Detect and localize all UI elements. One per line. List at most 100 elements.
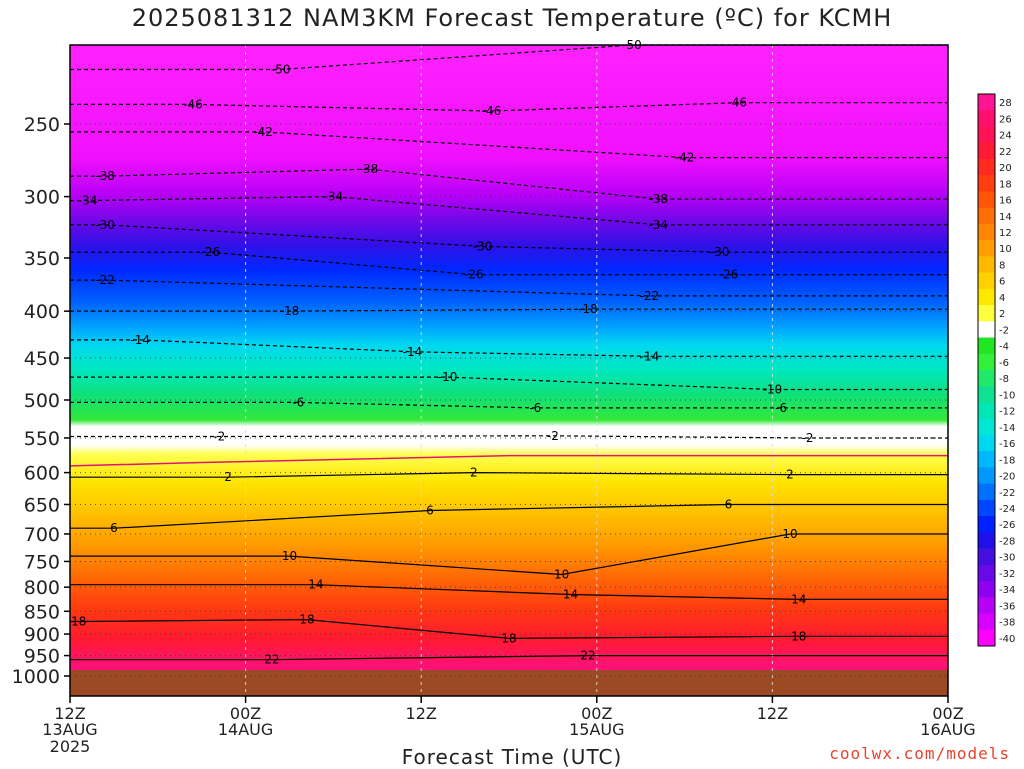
colorbar-swatch <box>978 337 995 355</box>
colorbar: 28 26 24 22 20 18 16 14 12 10 8 6 4 2 -2 -4 -6 -8 -10 -12 -1… <box>977 93 1015 647</box>
contour-label: -38 <box>648 192 668 206</box>
contour-label: -30 <box>95 218 115 232</box>
contour-line <box>70 584 948 600</box>
colorbar-swatch <box>978 126 995 144</box>
contour-label: 6 <box>725 497 733 511</box>
contour-line <box>70 224 948 253</box>
colorbar-label: -22 <box>999 488 1015 499</box>
colorbar-label: 8 <box>999 260 1005 271</box>
contour-label: -26 <box>464 268 484 282</box>
colorbar-swatch <box>978 402 995 420</box>
contour-label: -30 <box>710 245 730 259</box>
contour-label: -42 <box>253 125 273 139</box>
contour-label: -26 <box>201 245 221 259</box>
x-tick-date: 13AUG <box>42 720 97 739</box>
y-tick-label: 400 <box>24 301 60 323</box>
contour-label: -46 <box>183 97 203 111</box>
x-axis-title: Forecast Time (UTC) <box>401 745 623 769</box>
colorbar-swatch <box>978 191 995 209</box>
colorbar-swatch <box>978 240 995 257</box>
colorbar-swatch <box>978 223 995 241</box>
colorbar-swatch <box>978 110 995 127</box>
contour-line <box>70 251 948 276</box>
contour-label: 6 <box>426 504 434 518</box>
chart-title: 2025081312 NAM3KM Forecast Temperature (… <box>131 4 893 32</box>
contour-line <box>70 533 948 576</box>
contour-label: 18 <box>71 614 86 628</box>
colorbar-label: 22 <box>999 147 1012 158</box>
colorbar-swatch <box>978 418 995 436</box>
colorbar-swatch <box>978 581 995 598</box>
colorbar-swatch <box>978 175 995 192</box>
colorbar-swatch <box>978 434 995 452</box>
colorbar-swatch <box>978 597 995 615</box>
contour-line <box>70 503 948 529</box>
contour-label: 10 <box>782 527 797 541</box>
contour-label: -34 <box>324 190 344 204</box>
contour-label: -10 <box>438 370 458 384</box>
contour-label: -34 <box>78 194 98 208</box>
x-tick-date: 16AUG <box>920 720 975 739</box>
x-tick-time: 00Z <box>230 704 261 723</box>
colorbar-swatch <box>978 158 995 176</box>
temperature-field <box>70 45 948 670</box>
colorbar-swatch <box>978 321 995 339</box>
contour-label: -6 <box>529 401 541 415</box>
contour-label: 18 <box>299 613 314 627</box>
x-tick-time: 12Z <box>757 704 788 723</box>
y-tick-label: 900 <box>24 624 60 646</box>
colorbar-label: -40 <box>999 634 1015 645</box>
y-tick-label: 1000 <box>12 666 60 688</box>
contour-line <box>70 168 948 200</box>
contour-label: -22 <box>640 289 660 303</box>
contour-label: -30 <box>473 239 493 253</box>
y-tick-label: 800 <box>24 577 60 599</box>
colorbar-swatch <box>978 483 995 501</box>
colorbar-label: -2 <box>999 325 1009 336</box>
colorbar-label: -34 <box>999 585 1015 596</box>
colorbar-label: -8 <box>999 374 1009 385</box>
y-tick-label: 250 <box>24 114 60 136</box>
contour-label: 10 <box>554 568 569 582</box>
contour-lines <box>69 44 948 661</box>
y-tick-label: 600 <box>24 463 60 485</box>
colorbar-label: -36 <box>999 601 1015 612</box>
colorbar-swatch <box>978 272 995 290</box>
x-tick-time: 00Z <box>932 704 963 723</box>
contour-label: -6 <box>292 395 304 409</box>
y-tick-label: 300 <box>24 187 60 209</box>
contour-line <box>70 376 948 391</box>
contour-line <box>70 655 948 661</box>
colorbar-label: 20 <box>999 163 1012 174</box>
contour-line <box>70 44 948 71</box>
contour-label: 14 <box>791 592 806 606</box>
colorbar-label: -4 <box>999 342 1009 353</box>
contour-label: -2 <box>802 431 814 445</box>
colorbar-label: -30 <box>999 553 1015 564</box>
contour-label: -50 <box>271 62 291 76</box>
contour-label: 2 <box>470 466 478 480</box>
colorbar-swatch <box>978 256 995 274</box>
colorbar-label: -10 <box>999 390 1015 401</box>
colorbar-label: -18 <box>999 455 1015 466</box>
contour-label: 2 <box>224 470 232 484</box>
colorbar-label: 28 <box>999 98 1012 109</box>
freezing-line <box>69 454 948 467</box>
x-tick-year: 2025 <box>50 737 91 756</box>
contour-label: -18 <box>280 304 300 318</box>
y-tick-label: 500 <box>24 390 60 412</box>
y-tick-label: 950 <box>24 646 60 668</box>
colorbar-label: -20 <box>999 472 1015 483</box>
colorbar-swatch <box>978 353 995 371</box>
colorbar-swatch <box>978 532 995 550</box>
contour-line <box>70 195 948 226</box>
colorbar-swatch <box>978 451 995 468</box>
colorbar-label: -14 <box>999 423 1015 434</box>
contour-label: 14 <box>308 578 323 592</box>
contour-label: 18 <box>791 629 806 643</box>
contour-label: -14 <box>403 345 423 359</box>
colorbar-swatch <box>978 370 995 387</box>
contour-labels: -50-50-46 -46-46-42-42-38-38-38-34 -34-34-… <box>71 38 813 667</box>
